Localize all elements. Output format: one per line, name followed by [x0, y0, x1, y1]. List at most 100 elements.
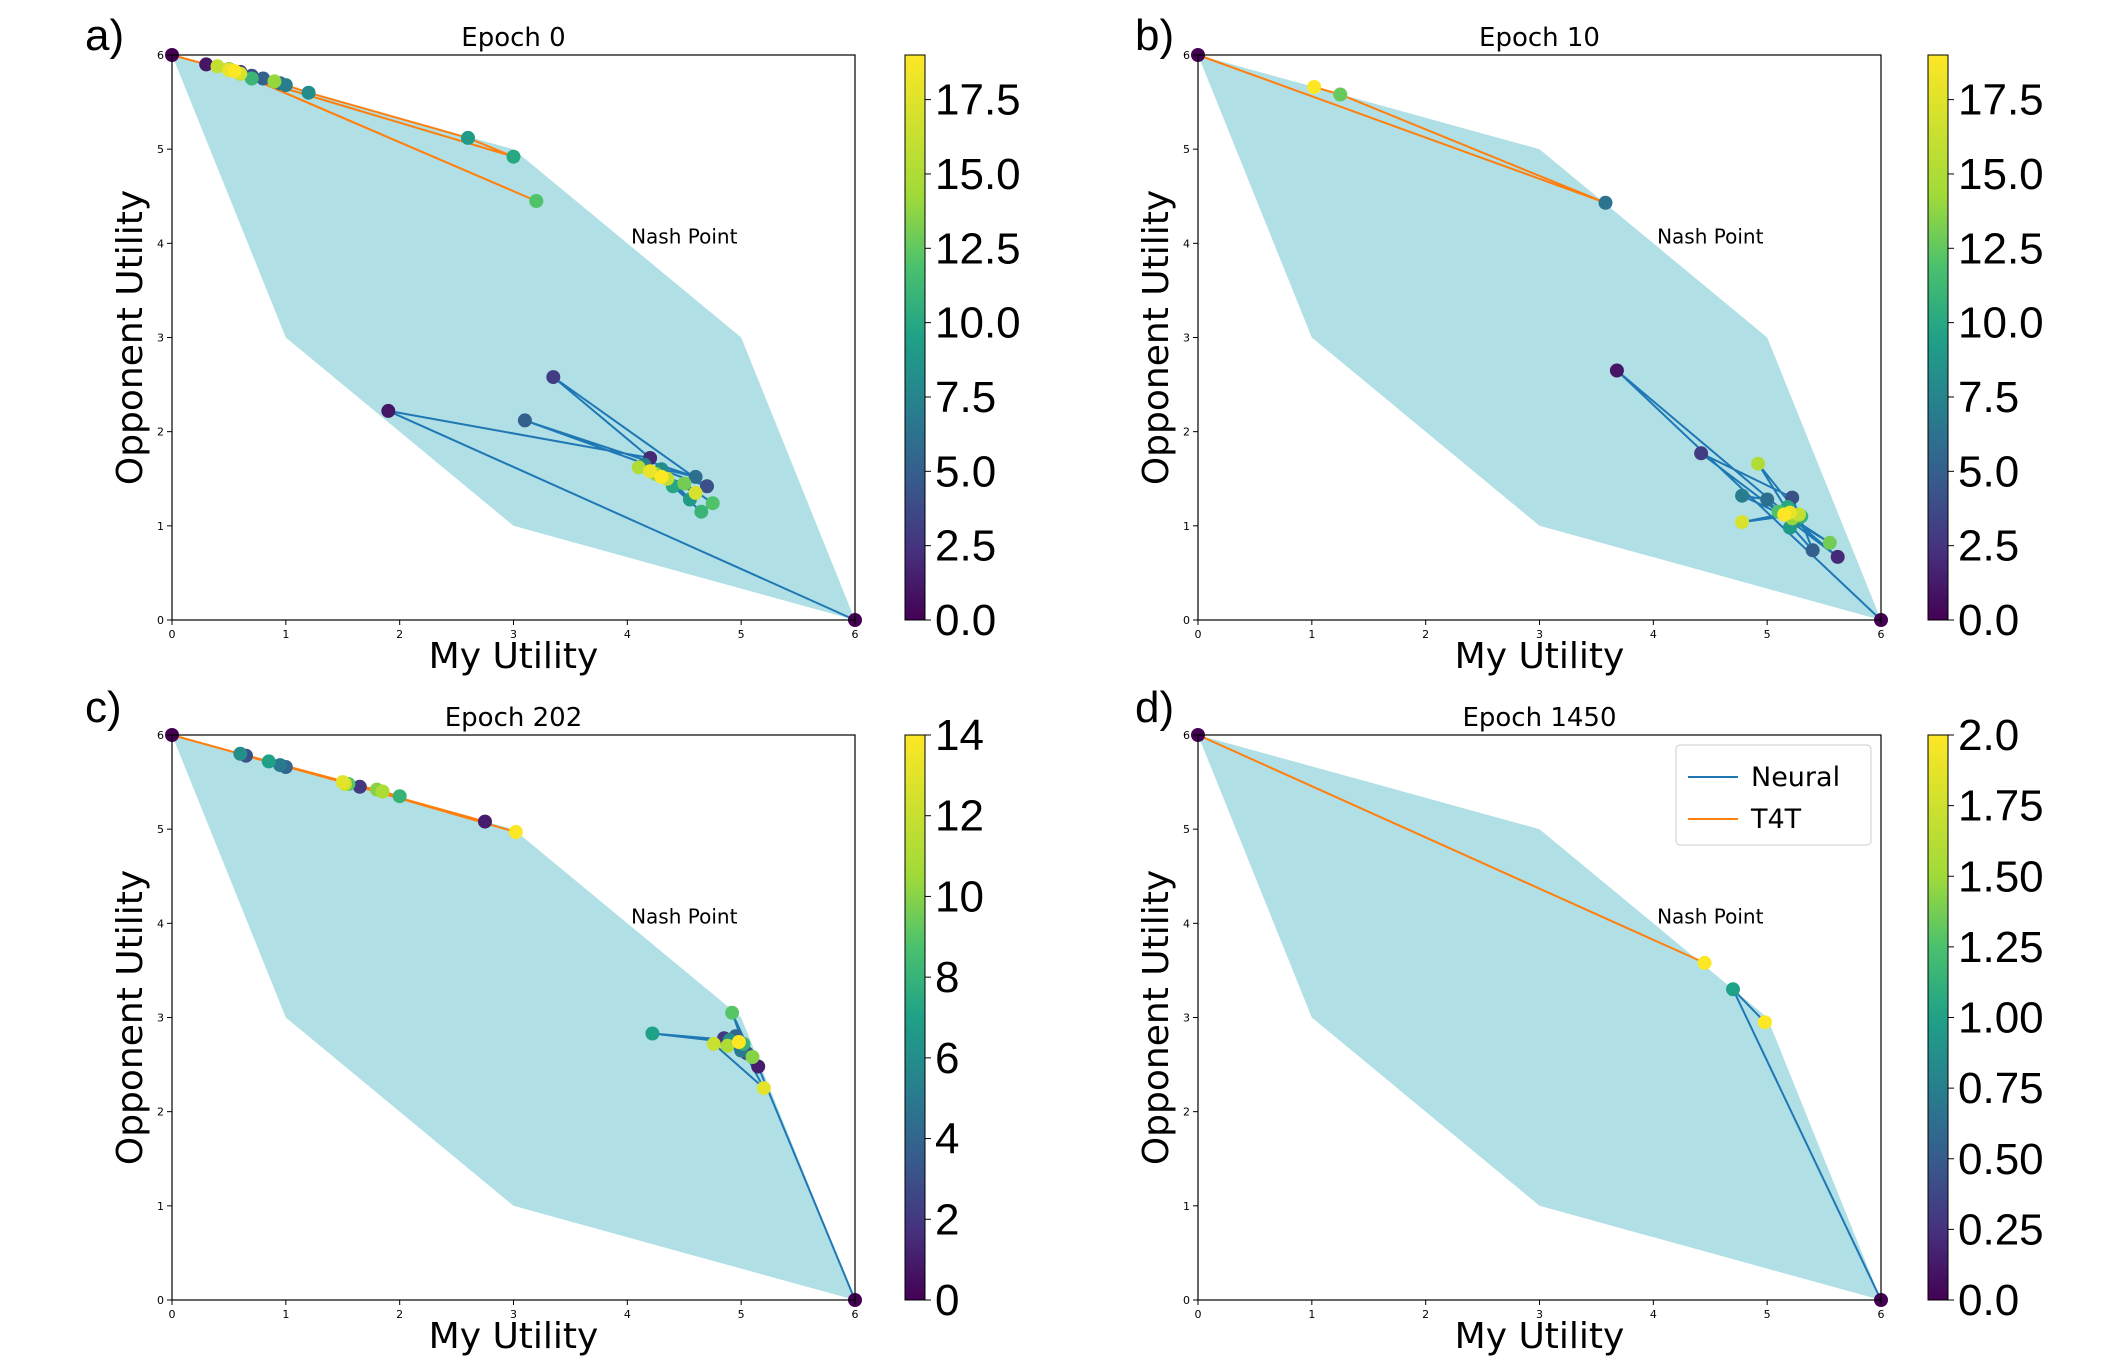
- y-tick-label: 0: [1183, 1294, 1190, 1307]
- colorbar-tick-label: 14: [935, 711, 984, 760]
- chart-title: Epoch 1450: [1462, 703, 1616, 733]
- colorbar-tick-label: 2.0: [1958, 711, 2019, 760]
- y-axis-label: Opponent Utility: [1136, 870, 1177, 1165]
- x-tick-label: 2: [1422, 628, 1429, 641]
- colorbar-tick-label: 1.00: [1958, 994, 2044, 1043]
- y-tick-label: 2: [157, 1106, 164, 1119]
- x-tick-label: 4: [1650, 628, 1657, 641]
- y-tick-label: 4: [1183, 237, 1190, 250]
- nash-point-label: Nash Point: [1657, 224, 1763, 248]
- data-point-neural: [731, 1035, 746, 1049]
- y-tick-label: 2: [1183, 426, 1190, 439]
- colorbar: [1927, 54, 1949, 621]
- colorbar-tick-label: 10: [935, 872, 984, 921]
- y-tick-label: 4: [1183, 917, 1190, 930]
- colorbar-tick-label: 0.25: [1958, 1205, 2044, 1254]
- colorbar-tick-label: 4: [935, 1115, 959, 1164]
- y-axis-label: Opponent Utility: [1136, 190, 1177, 485]
- feasible-region: [172, 55, 855, 620]
- colorbar-tick-label: 6: [935, 1034, 959, 1083]
- colorbar: [904, 54, 926, 621]
- data-point-neural: [725, 1005, 740, 1020]
- data-point-t4t: [199, 57, 214, 72]
- data-point-neural: [1760, 492, 1775, 507]
- data-point-neural: [654, 469, 669, 484]
- x-tick-label: 5: [738, 1308, 745, 1321]
- colorbar-tick-label: 10.0: [1958, 299, 2044, 348]
- data-point-t4t: [1333, 87, 1348, 102]
- data-point-neural: [720, 1038, 735, 1053]
- data-point-neural: [645, 1026, 660, 1041]
- colorbar-tick-label: 15.0: [935, 150, 1021, 199]
- data-point-t4t: [267, 74, 282, 89]
- data-point-t4t: [529, 194, 544, 208]
- y-tick-label: 4: [157, 917, 164, 930]
- colorbar-tick-label: 0: [935, 1276, 959, 1325]
- x-tick-label: 5: [1764, 1308, 1771, 1321]
- data-point-t4t: [1697, 955, 1712, 970]
- y-tick-label: 5: [157, 143, 164, 156]
- y-tick-label: 0: [1183, 614, 1190, 627]
- x-tick-label: 4: [624, 1308, 631, 1321]
- data-point-neural: [688, 469, 703, 484]
- x-tick-label: 1: [282, 1308, 289, 1321]
- x-tick-label: 3: [510, 1308, 517, 1321]
- panel-letter: d): [1135, 683, 1174, 732]
- colorbar-tick-label: 17.5: [935, 76, 1021, 125]
- colorbar-tick-label: 1.75: [1958, 782, 2044, 831]
- nash-point-label: Nash Point: [631, 904, 737, 928]
- y-tick-label: 5: [157, 823, 164, 836]
- y-tick-label: 3: [1183, 1012, 1190, 1025]
- x-axis-label: My Utility: [1455, 1316, 1625, 1357]
- data-point-neural: [631, 460, 646, 475]
- colorbar-tick-label: 8: [935, 953, 959, 1002]
- colorbar-tick-label: 12.5: [1958, 224, 2044, 273]
- chart-panel-1: a) Epoch 0 Nash Point 0 1 2 3 4 5 6 0 1 2 3 4 5 6 My Util…: [85, 11, 1021, 677]
- colorbar-tick-label: 0.50: [1958, 1135, 2044, 1184]
- x-tick-label: 0: [169, 1308, 176, 1321]
- data-point-t4t: [478, 814, 492, 829]
- colorbar-tick-label: 7.5: [935, 373, 996, 422]
- x-axis-label: My Utility: [429, 636, 599, 677]
- x-tick-label: 1: [1308, 628, 1315, 641]
- colorbar-tick-label: 5.0: [935, 447, 996, 496]
- data-point-neural: [1822, 535, 1837, 550]
- data-point-t4t: [256, 71, 271, 86]
- chart-title: Epoch 10: [1479, 23, 1600, 53]
- data-point-neural: [1830, 549, 1845, 564]
- chart-panel-4: d) Epoch 1450 Nash Point 0 1 2 3 4 5 6 0 1 2 3 4 5 6 My U…: [1135, 683, 2044, 1357]
- data-point-neural: [546, 370, 561, 385]
- colorbar-tick-label: 0.0: [1958, 596, 2019, 645]
- x-tick-label: 6: [852, 628, 859, 641]
- panel-letter: a): [85, 11, 124, 60]
- x-tick-label: 1: [1308, 1308, 1315, 1321]
- nash-point-label: Nash Point: [1657, 904, 1763, 928]
- feasible-region: [172, 735, 855, 1300]
- colorbar-tick-label: 10.0: [935, 299, 1021, 348]
- data-point-neural: [756, 1081, 771, 1096]
- y-tick-label: 6: [1183, 729, 1190, 742]
- colorbar-tick-label: 2.5: [1958, 522, 2019, 571]
- y-tick-label: 0: [157, 1294, 164, 1307]
- colorbar-tick-label: 15.0: [1958, 150, 2044, 199]
- chart-title: Epoch 202: [445, 703, 583, 733]
- y-tick-label: 1: [157, 1200, 164, 1213]
- x-axis-label: My Utility: [429, 1316, 599, 1357]
- colorbar-tick-label: 17.5: [1958, 76, 2044, 125]
- colorbar-tick-label: 12.5: [935, 224, 1021, 273]
- x-tick-label: 3: [1536, 1308, 1543, 1321]
- panel-letter: b): [1135, 11, 1174, 60]
- colorbar-tick-label: 5.0: [1958, 447, 2019, 496]
- y-tick-label: 4: [157, 237, 164, 250]
- legend-label-neural: Neural: [1751, 762, 1840, 793]
- x-tick-label: 0: [1195, 628, 1202, 641]
- y-tick-label: 6: [157, 49, 164, 62]
- data-point-neural: [1777, 507, 1792, 522]
- x-tick-label: 5: [738, 628, 745, 641]
- y-tick-label: 1: [157, 520, 164, 533]
- legend-label-t4t: T4T: [1750, 804, 1802, 835]
- y-axis-label: Opponent Utility: [110, 190, 151, 485]
- panel-letter: c): [85, 683, 122, 732]
